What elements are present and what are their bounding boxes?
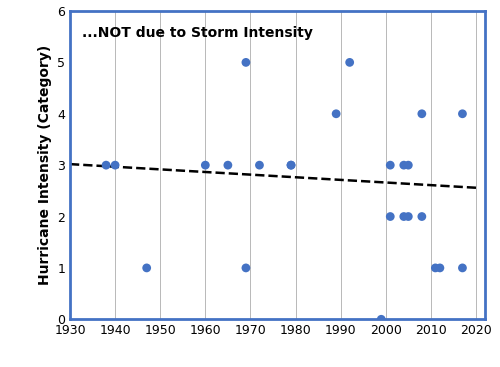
Point [458, 111, 466, 117]
Point [432, 265, 440, 271]
Point [202, 162, 209, 168]
Point [436, 265, 444, 271]
Point [287, 162, 295, 168]
Text: ...NOT due to Storm Intensity: ...NOT due to Storm Intensity [82, 26, 314, 40]
Point [400, 214, 408, 219]
Point [386, 214, 394, 219]
Point [142, 265, 150, 271]
Point [386, 162, 394, 168]
Point [404, 162, 412, 168]
Point [346, 59, 354, 65]
Point [287, 162, 295, 168]
Point [418, 111, 426, 117]
Point [224, 162, 232, 168]
Point [418, 214, 426, 219]
Point [256, 162, 264, 168]
Point [102, 162, 110, 168]
Y-axis label: Hurricane Intensity (Category): Hurricane Intensity (Category) [38, 45, 52, 285]
Point [400, 162, 408, 168]
Point [242, 265, 250, 271]
Point [404, 214, 412, 219]
Point [242, 59, 250, 65]
Point [378, 316, 386, 322]
Point [111, 162, 119, 168]
Point [458, 265, 466, 271]
Point [332, 111, 340, 117]
